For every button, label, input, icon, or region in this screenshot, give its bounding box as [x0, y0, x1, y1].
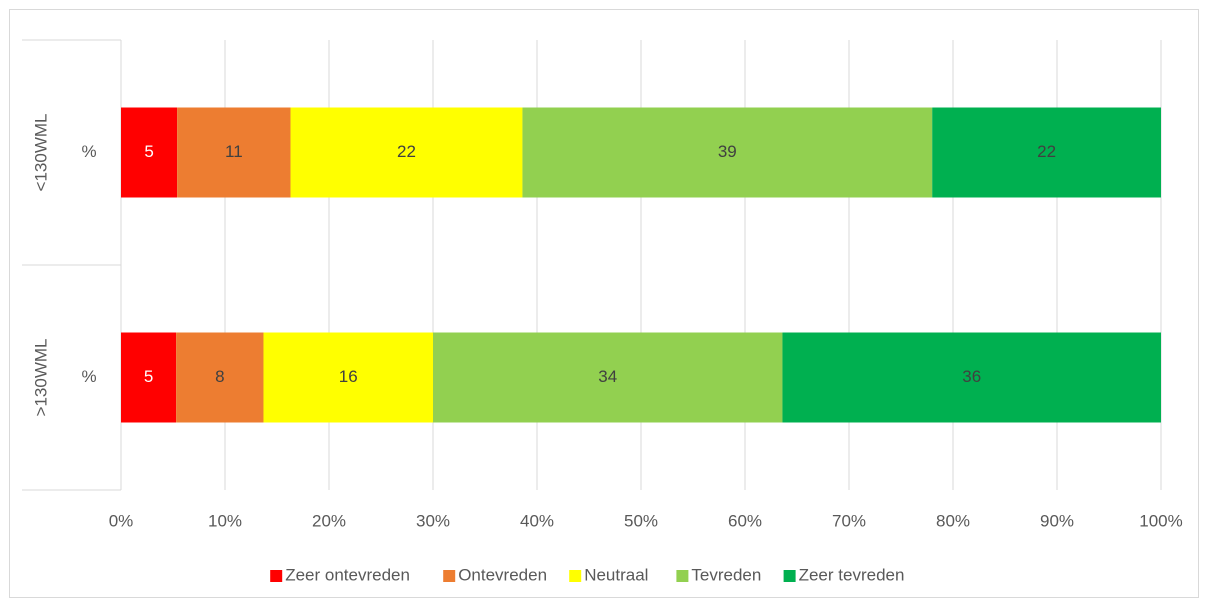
- bar-segment: [290, 107, 523, 198]
- value-label: 5: [144, 142, 153, 161]
- group-label: <130WML: [31, 114, 50, 192]
- value-label: 16: [339, 367, 358, 386]
- x-tick-label: 70%: [832, 511, 866, 530]
- bar-segment: [176, 332, 264, 423]
- x-tick-label: 90%: [1040, 511, 1074, 530]
- x-tick-label: 20%: [312, 511, 346, 530]
- value-label: 8: [215, 367, 224, 386]
- legend-label: Neutraal: [584, 565, 648, 584]
- value-label: 22: [1037, 142, 1056, 161]
- legend-swatch: [783, 570, 796, 582]
- value-label: 34: [598, 367, 617, 386]
- bar-segment: [932, 107, 1161, 198]
- x-tick-label: 10%: [208, 511, 242, 530]
- bar-segment: [263, 332, 433, 423]
- x-tick-label: 60%: [728, 511, 762, 530]
- legend-swatch: [270, 570, 283, 582]
- bar-segment: [121, 107, 178, 198]
- value-label: 39: [718, 142, 737, 161]
- value-label: 36: [962, 367, 981, 386]
- bar-segment: [177, 107, 291, 198]
- x-tick-label: 100%: [1139, 511, 1182, 530]
- x-tick-label: 40%: [520, 511, 554, 530]
- x-tick-label: 0%: [109, 511, 134, 530]
- bar-segment: [782, 332, 1161, 423]
- category-label: %: [81, 367, 96, 386]
- x-tick-label: 30%: [416, 511, 450, 530]
- legend-swatch: [569, 570, 582, 582]
- legend-label: Tevreden: [691, 565, 761, 584]
- legend-label: Zeer tevreden: [799, 565, 905, 584]
- legend-swatch: [443, 570, 456, 582]
- chart-frame: [9, 9, 1199, 598]
- x-tick-label: 50%: [624, 511, 658, 530]
- legend-label: Ontevreden: [458, 565, 547, 584]
- category-label: %: [81, 142, 96, 161]
- value-label: 11: [225, 142, 243, 161]
- value-label: 5: [144, 367, 153, 386]
- bar-segment: [433, 332, 783, 423]
- group-label: >130WML: [31, 339, 50, 417]
- legend-swatch: [676, 570, 689, 582]
- x-tick-label: 80%: [936, 511, 970, 530]
- value-label: 22: [397, 142, 416, 161]
- bar-segment: [121, 332, 177, 423]
- legend-label: Zeer ontevreden: [285, 565, 410, 584]
- bar-segment: [522, 107, 933, 198]
